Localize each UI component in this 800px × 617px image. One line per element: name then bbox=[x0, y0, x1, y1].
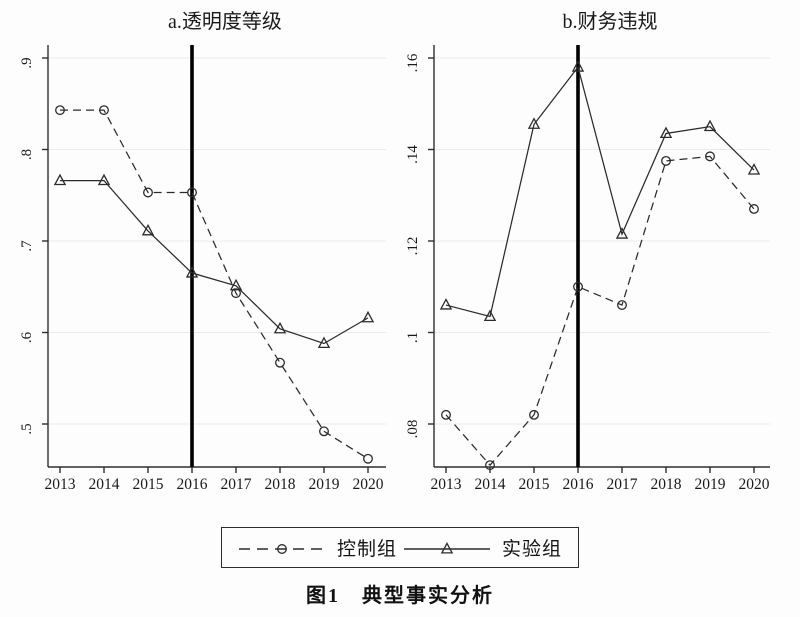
treatment-marker bbox=[317, 336, 331, 349]
x-tick-label: 2016 bbox=[177, 476, 208, 493]
x-tick-label: 2013 bbox=[431, 476, 462, 493]
control-marker bbox=[275, 357, 285, 368]
x-tick-label: 2018 bbox=[651, 476, 682, 493]
y-tick-label: .1 bbox=[405, 332, 421, 343]
control-marker bbox=[99, 105, 109, 116]
x-tick-label: 2019 bbox=[309, 476, 340, 493]
chart-transparency-rating: a.透明度等级 .5 .6 .7 .8 .9 2013 2014 2015 2016 2017 201… bbox=[19, 10, 386, 493]
control-series-line bbox=[445, 155, 755, 467]
x-tick-label: 2014 bbox=[475, 476, 506, 493]
control-marker bbox=[441, 409, 451, 420]
y-tick-label: .5 bbox=[19, 423, 35, 434]
x-tick-label: 2013 bbox=[45, 476, 76, 493]
y-tick-label: .12 bbox=[405, 237, 421, 256]
chart-financial-violation: b.财务违规 .08 .1 .12 .14 .16 2013 2014 2015 2016 2017… bbox=[405, 10, 770, 493]
x-tick-label: 2015 bbox=[133, 476, 164, 493]
y-tick-label: .7 bbox=[19, 240, 35, 252]
x-tick-label: 2020 bbox=[353, 476, 384, 493]
y-tick-label: .6 bbox=[19, 331, 35, 343]
control-marker bbox=[231, 288, 241, 299]
control-marker bbox=[55, 105, 65, 116]
control-marker bbox=[529, 409, 539, 420]
control-marker bbox=[617, 300, 627, 311]
legend-label-treatment: 实验组 bbox=[501, 539, 562, 560]
y-tick-label: .9 bbox=[19, 57, 35, 68]
x-tick-label: 2016 bbox=[563, 476, 594, 493]
treatment-marker bbox=[615, 227, 629, 239]
x-tick-label: 2018 bbox=[265, 476, 296, 493]
control-legend-marker bbox=[277, 543, 287, 554]
treatment-legend-marker bbox=[440, 541, 454, 554]
treatment-series-line bbox=[445, 65, 755, 318]
charts-row: a.透明度等级 .5 .6 .7 .8 .9 2013 2014 2015 2016 2017 201… bbox=[19, 10, 770, 493]
control-marker bbox=[573, 281, 583, 292]
control-marker bbox=[363, 453, 373, 464]
legend-label-control: 控制组 bbox=[337, 539, 398, 560]
control-marker bbox=[319, 426, 329, 437]
treatment-marker bbox=[97, 173, 111, 186]
treatment-marker bbox=[703, 119, 717, 132]
treatment-series-line bbox=[60, 179, 369, 345]
treatment-marker bbox=[571, 60, 585, 72]
treatment-marker bbox=[53, 173, 67, 186]
control-marker bbox=[485, 460, 495, 471]
panel-title: a.透明度等级 bbox=[168, 10, 282, 33]
dashed-line-circle-icon bbox=[239, 543, 325, 554]
treatment-marker bbox=[273, 321, 287, 334]
treatment-marker bbox=[747, 163, 761, 175]
solid-line-triangle-icon bbox=[403, 541, 490, 554]
treatment-marker bbox=[659, 126, 673, 139]
x-tick-label: 2020 bbox=[739, 476, 770, 493]
y-tick-label: .08 bbox=[405, 420, 421, 439]
treatment-marker bbox=[229, 278, 243, 291]
x-tick-label: 2014 bbox=[89, 476, 120, 493]
x-tick-label: 2019 bbox=[695, 476, 726, 493]
treatment-marker bbox=[141, 223, 155, 236]
x-tick-label: 2015 bbox=[519, 476, 550, 493]
legend-item-control: 控制组 bbox=[236, 534, 397, 561]
treatment-marker bbox=[527, 117, 541, 129]
control-marker bbox=[187, 187, 197, 198]
control-marker bbox=[143, 187, 153, 198]
control-series-line bbox=[60, 109, 369, 460]
control-marker bbox=[705, 151, 715, 162]
control-marker bbox=[749, 204, 759, 214]
y-tick-label: .8 bbox=[19, 149, 35, 160]
x-tick-label: 2017 bbox=[607, 476, 638, 493]
legend-item-treatment: 实验组 bbox=[401, 534, 562, 561]
treatment-marker bbox=[439, 298, 453, 310]
x-tick-label: 2017 bbox=[221, 476, 252, 493]
figure-caption: 图1 典型事实分析 bbox=[306, 585, 494, 607]
legend: 控制组 实验组 bbox=[221, 527, 579, 568]
control-marker bbox=[661, 155, 671, 166]
y-tick-label: .16 bbox=[405, 53, 421, 72]
y-tick-label: .14 bbox=[405, 145, 421, 164]
treatment-marker bbox=[361, 310, 375, 323]
panel-title: b.财务违规 bbox=[563, 10, 658, 33]
treatment-marker bbox=[483, 309, 497, 322]
treatment-marker bbox=[185, 266, 199, 278]
